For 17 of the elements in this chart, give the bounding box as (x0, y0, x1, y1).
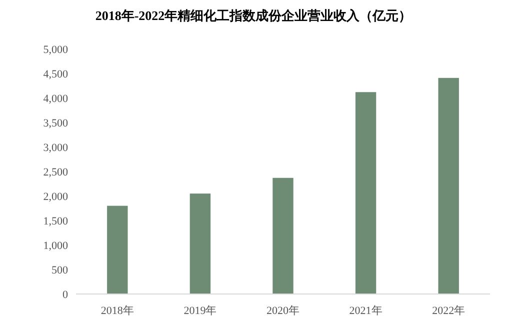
y-tick-label: 4,500 (43, 68, 68, 80)
y-tick-label: 1,500 (43, 216, 68, 228)
chart-title: 2018年-2022年精细化工指数成份企业营业收入（亿元） (95, 8, 412, 23)
y-tick-label: 5,000 (43, 44, 68, 56)
y-tick-label: 2,000 (43, 191, 68, 203)
y-tick-label: 2,500 (43, 166, 68, 178)
y-tick-label: 3,500 (43, 118, 68, 130)
x-tick-label: 2021年 (349, 305, 382, 317)
y-tick-label: 0 (62, 289, 68, 301)
x-tick-label: 2020年 (266, 305, 300, 317)
x-tick-label: 2018年 (100, 305, 134, 317)
x-tick-label: 2022年 (432, 305, 466, 317)
y-tick-label: 500 (52, 264, 68, 276)
x-tick-label: 2019年 (184, 305, 217, 317)
y-tick-label: 4,000 (43, 93, 68, 105)
y-tick-label: 1,000 (43, 240, 68, 252)
y-tick-label: 3,000 (43, 142, 68, 154)
